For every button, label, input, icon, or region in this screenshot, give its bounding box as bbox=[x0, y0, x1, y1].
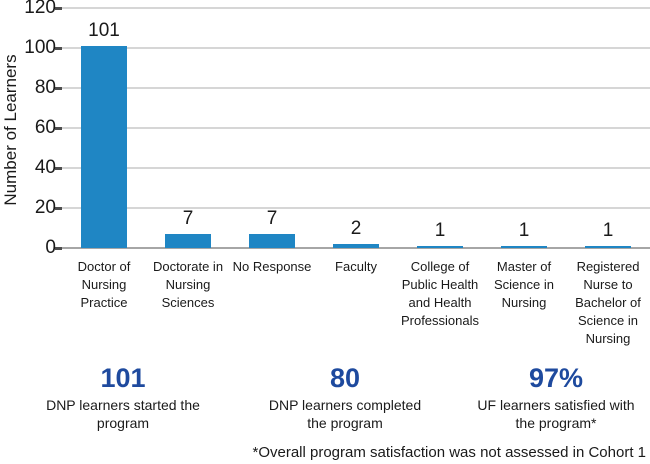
bar-value-label: 2 bbox=[350, 218, 362, 239]
bar bbox=[501, 246, 547, 248]
bar bbox=[81, 46, 127, 248]
x-axis-category-label: Doctor of Nursing Practice bbox=[77, 259, 131, 310]
y-axis-tick bbox=[55, 167, 62, 170]
footnote: *Overall program satisfaction was not as… bbox=[252, 444, 646, 461]
x-axis-line bbox=[62, 247, 650, 249]
x-axis-category-label: No Response bbox=[232, 259, 312, 274]
bar bbox=[249, 234, 295, 248]
y-axis-tick-label: 40 bbox=[34, 157, 56, 178]
bar bbox=[417, 246, 463, 248]
gridline bbox=[62, 207, 650, 209]
y-axis-tick-label: 60 bbox=[34, 117, 56, 138]
x-axis-category-label: Registered Nurse to Bachelor of Science … bbox=[575, 259, 641, 346]
gridline bbox=[62, 7, 650, 9]
bar-value-label: 1 bbox=[518, 220, 530, 241]
y-axis-tick bbox=[55, 127, 62, 130]
stat-uf-satisfied: 97% UF learners satisfied with the progr… bbox=[456, 362, 650, 432]
stat-dnp-started: 101 DNP learners started the program bbox=[23, 362, 223, 432]
y-axis-tick-label: 100 bbox=[24, 37, 56, 58]
y-axis-tick-label: 80 bbox=[34, 77, 56, 98]
bar-value-label: 7 bbox=[266, 208, 278, 229]
y-axis-tick-label: 0 bbox=[45, 237, 56, 258]
x-axis-category-label: Doctorate in Nursing Sciences bbox=[152, 259, 224, 310]
stat-dnp-completed: 80 DNP learners completed the program bbox=[245, 362, 445, 432]
stat-value: 97% bbox=[528, 363, 584, 393]
y-axis-tick bbox=[55, 207, 62, 210]
y-axis-tick bbox=[55, 47, 62, 50]
bar-value-label: 1 bbox=[434, 220, 446, 241]
x-axis-category-label: Faculty bbox=[335, 259, 377, 274]
x-axis-category-label: Master of Science in Nursing bbox=[494, 259, 554, 310]
bar-value-label: 1 bbox=[602, 220, 614, 241]
x-axis-category-label: College of Public Health and Health Prof… bbox=[400, 259, 480, 328]
bar-value-label: 101 bbox=[88, 20, 120, 41]
bar bbox=[333, 244, 379, 248]
bar bbox=[585, 246, 631, 248]
stat-label: UF learners satisfied with the program* bbox=[477, 397, 635, 431]
gridline bbox=[62, 127, 650, 129]
y-axis-tick bbox=[55, 7, 62, 10]
gridline bbox=[62, 167, 650, 169]
y-axis-tick-label: 120 bbox=[24, 0, 56, 18]
gridline bbox=[62, 87, 650, 89]
gridline bbox=[62, 47, 650, 49]
y-axis-tick bbox=[55, 87, 62, 90]
y-axis-tick-label: 20 bbox=[34, 197, 56, 218]
stat-value: 80 bbox=[329, 363, 361, 393]
bar bbox=[165, 234, 211, 248]
y-axis-tick bbox=[55, 247, 62, 250]
stat-label: DNP learners started the program bbox=[46, 397, 200, 431]
bar-value-label: 7 bbox=[182, 208, 194, 229]
plot-area: 0 20 40 60 80 100 120 101 Doctor of Nursing Prac… bbox=[24, 0, 650, 346]
stat-label: DNP learners completed the program bbox=[268, 397, 422, 431]
stat-value: 101 bbox=[100, 363, 146, 393]
